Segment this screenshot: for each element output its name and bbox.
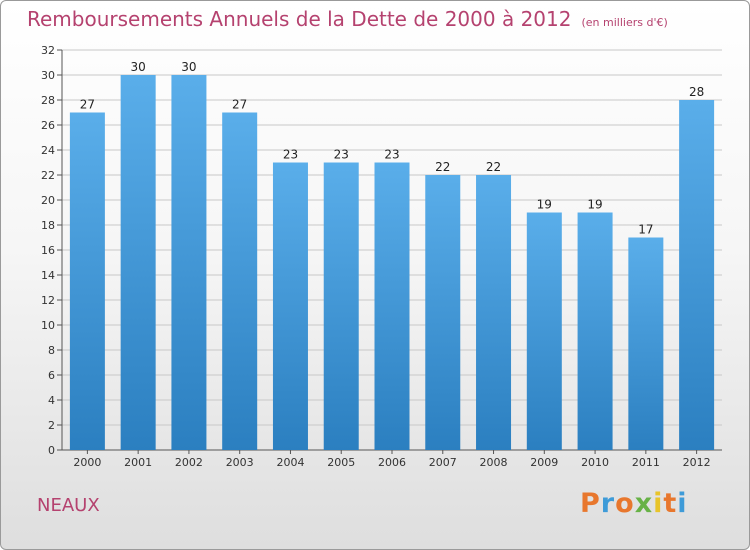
logo-letter: o [615,488,635,519]
y-tick-label: 30 [41,69,55,82]
bar [526,212,562,450]
logo-letter: x [634,488,654,519]
title-text: Remboursements Annuels de la Dette de 20… [27,7,572,31]
x-tick-label: 2007 [429,456,457,469]
y-tick-label: 0 [48,444,55,457]
data-label: 27 [80,98,95,112]
y-tick-label: 16 [41,244,55,257]
y-tick-label: 32 [41,44,55,57]
bar [577,212,613,450]
x-tick-label: 2006 [378,456,406,469]
x-tick-label: 2010 [581,456,609,469]
data-label: 30 [181,60,196,74]
unit-label: (en milliers d'€) [581,16,668,29]
x-tick-label: 2008 [480,456,508,469]
y-tick-label: 12 [41,294,55,307]
proxiti-logo: Proxiti [580,488,688,519]
x-tick-label: 2009 [530,456,558,469]
y-tick-label: 24 [41,144,55,157]
logo-letter: r [600,488,616,519]
data-label: 22 [486,160,501,174]
y-tick-label: 10 [41,319,55,332]
logo-letter: i [653,488,664,519]
data-label: 22 [435,160,450,174]
y-tick-label: 2 [48,419,55,432]
bar [374,162,410,450]
data-label: 27 [232,98,247,112]
bar [272,162,308,450]
bar [120,75,156,450]
chart-title: Remboursements Annuels de la Dette de 20… [27,7,668,31]
x-tick-label: 2012 [683,456,711,469]
bar [476,175,512,450]
data-label: 19 [587,198,602,212]
y-tick-label: 14 [41,269,55,282]
x-tick-label: 2001 [124,456,152,469]
data-label: 23 [384,148,399,162]
y-tick-label: 28 [41,94,55,107]
y-tick-label: 22 [41,169,55,182]
data-label: 30 [131,60,146,74]
location-label: NEAUX [37,495,100,516]
data-label: 23 [283,148,298,162]
y-tick-label: 8 [48,344,55,357]
data-label: 23 [334,148,349,162]
y-tick-label: 20 [41,194,55,207]
logo-letter: t [663,488,678,519]
bar [323,162,359,450]
data-label: 17 [638,223,653,237]
y-tick-label: 4 [48,394,55,407]
data-label: 19 [537,198,552,212]
bar [628,237,664,450]
x-tick-label: 2000 [73,456,101,469]
x-tick-label: 2004 [276,456,304,469]
bar [171,75,207,450]
x-tick-label: 2005 [327,456,355,469]
logo-letter: P [580,488,601,519]
bar [222,112,258,450]
bar [69,112,105,450]
logo-letter: i [677,488,688,519]
x-tick-label: 2002 [175,456,203,469]
x-tick-label: 2003 [226,456,254,469]
bar [425,175,461,450]
data-label: 28 [689,85,704,99]
y-tick-label: 18 [41,219,55,232]
x-tick-label: 2011 [632,456,660,469]
y-tick-label: 26 [41,119,55,132]
bar [679,100,715,450]
y-tick-label: 6 [48,369,55,382]
